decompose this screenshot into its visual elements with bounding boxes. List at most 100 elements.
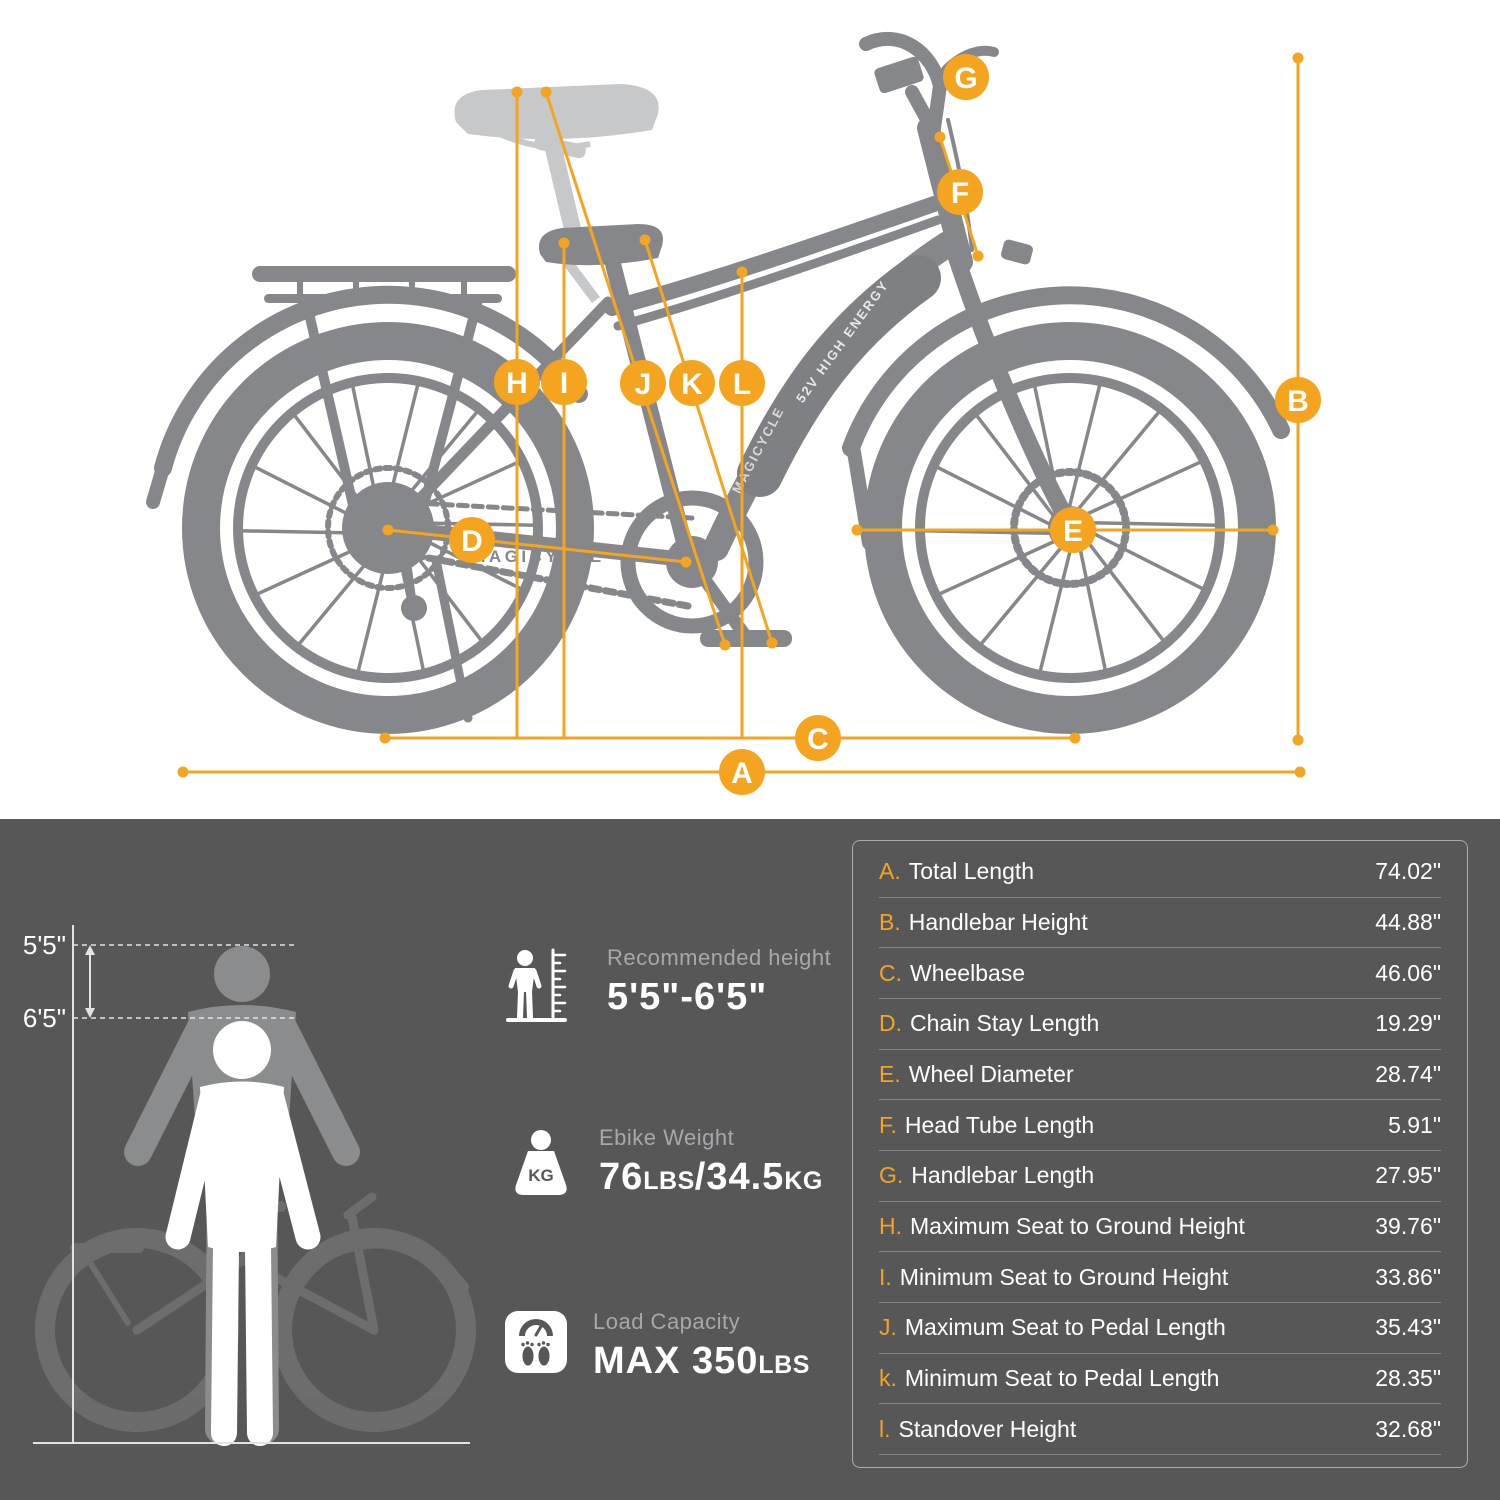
spec-row-b: B. Handlebar Height 44.88": [879, 898, 1441, 949]
spec-row-c: C. Wheelbase 46.06": [879, 948, 1441, 1000]
spec-row-label: Head Tube Length: [904, 1111, 1095, 1138]
spec-row-letter: I.: [879, 1263, 892, 1290]
rider-height-figure: 5'5" 6'5": [23, 925, 476, 1446]
stat-weight-value: 76LBS/34.5KG: [599, 1156, 823, 1198]
spec-row-label: Wheelbase: [910, 959, 1026, 986]
spec-row-label: Minimum Seat to Pedal Length: [904, 1365, 1220, 1392]
dimension-letter-a: A: [731, 757, 753, 790]
stat-recommended-height: Recommended height 5'5"-6'5": [505, 945, 831, 1027]
spec-row-letter: J.: [879, 1314, 897, 1341]
spec-row-f: F. Head Tube Length 5.91": [879, 1100, 1441, 1152]
stat-load-label: Load Capacity: [593, 1309, 741, 1334]
spec-row-letter: k.: [879, 1365, 897, 1392]
dimension-marker-layer: A B C D E F G H I J K L: [177, 52, 1321, 795]
height-label-top: 5'5": [23, 930, 66, 960]
spec-row-value: 28.74": [1375, 1061, 1441, 1088]
dimension-badge-e: [1050, 507, 1096, 553]
height-ruler-icon: [506, 948, 567, 1022]
spec-row-value: 74.02": [1375, 858, 1441, 885]
spec-row-h: H. Maximum Seat to Ground Height 39.76": [879, 1202, 1441, 1253]
spec-row-i: I. Minimum Seat to Ground Height 33.86": [879, 1252, 1441, 1304]
dimension-letter-g: G: [954, 62, 977, 95]
bike-diagram-svg: MAGICYCLE 52V HIGH ENERGY MAGICYCLE ABCD…: [146, 32, 1321, 795]
dimension-marker-i: I: [541, 237, 587, 738]
dimension-marker-b: B: [1275, 52, 1321, 746]
dimension-badge-h: [494, 359, 540, 405]
spec-row-label: Handlebar Length: [911, 1162, 1095, 1189]
svg-text:KG: KG: [528, 1166, 554, 1185]
spec-row-label: Standover Height: [898, 1415, 1077, 1442]
spec-row-letter: C.: [879, 959, 902, 986]
spec-table: A. Total Length 74.02" B. Handlebar Height 44…: [852, 840, 1468, 1468]
dimension-marker-h: H: [494, 86, 540, 738]
dimension-badge-l: [719, 360, 765, 406]
frame-brand-text: MAGICYCLE: [471, 547, 605, 566]
spec-row-value: 33.86": [1375, 1263, 1441, 1290]
spec-row-letter: H.: [879, 1213, 902, 1240]
rear-rack: [252, 266, 516, 525]
dimension-letter-h: H: [506, 367, 528, 400]
dimension-badge-d: [449, 517, 495, 563]
specs-panel: 5'5" 6'5": [0, 819, 1500, 1500]
dimension-badge-c: [795, 715, 841, 761]
spec-row-value: 46.06": [1375, 959, 1441, 986]
dimension-badge-i: [541, 359, 587, 405]
height-guides: [33, 925, 470, 1444]
spec-row-value: 44.88": [1375, 909, 1441, 935]
spec-row-letter: F.: [879, 1111, 897, 1138]
dimension-letter-j: J: [635, 368, 652, 401]
saddle: [538, 224, 663, 307]
load-scale-icon: [505, 1311, 567, 1373]
spec-row-value: 39.76": [1375, 1213, 1441, 1240]
spec-row-letter: E.: [879, 1061, 901, 1088]
spec-row-value: 32.68": [1375, 1415, 1441, 1442]
front-fender: [842, 286, 1290, 457]
stat-load-capacity: Load Capacity MAX 350LBS: [503, 1309, 810, 1380]
rider-silhouette-short: [165, 1021, 321, 1446]
dimension-letter-c: C: [807, 723, 829, 756]
front-wheel-spokes: [920, 381, 1220, 675]
spec-row-letter: G.: [879, 1162, 904, 1189]
height-label-bottom: 6'5": [23, 1003, 66, 1033]
stat-load-value: MAX 350LBS: [593, 1340, 810, 1382]
spec-row-label: Total Length: [908, 858, 1035, 885]
dimension-marker-k: K: [639, 234, 778, 649]
spec-row-value: 19.29": [1375, 1010, 1441, 1037]
dimension-marker-d: D: [382, 517, 692, 568]
stat-weight-label: Ebike Weight: [599, 1125, 735, 1150]
dimension-marker-l: L: [719, 266, 765, 738]
spec-row-value: 5.91": [1388, 1111, 1441, 1138]
dimension-badge-k: [669, 360, 715, 406]
dimension-letter-b: B: [1287, 385, 1309, 418]
spec-row-l: l. Standover Height 32.68": [879, 1404, 1441, 1456]
dimension-badge-g: [943, 54, 989, 100]
dimension-letter-i: I: [560, 367, 568, 400]
dimension-letter-k: K: [681, 368, 703, 401]
ghost-saddle: [454, 84, 659, 303]
spec-row-label: Chain Stay Length: [910, 1010, 1100, 1037]
spec-row-j: J. Maximum Seat to Pedal Length 35.43": [879, 1303, 1441, 1354]
spec-row-k: k. Minimum Seat to Pedal Length 28.35": [879, 1354, 1441, 1405]
spec-row-letter: l.: [879, 1415, 891, 1442]
stat-height-value: 5'5"-6'5": [607, 976, 768, 1018]
dimension-letter-l: L: [733, 368, 751, 401]
dimension-marker-c: C: [379, 715, 1081, 761]
weight-kettlebell-icon: KG: [515, 1130, 567, 1195]
dimension-marker-g: G: [943, 54, 989, 100]
dimension-marker-f: F: [934, 131, 984, 262]
spec-row-g: G. Handlebar Length 27.95": [879, 1151, 1441, 1202]
stat-height-label: Recommended height: [607, 945, 832, 970]
spec-row-label: Minimum Seat to Ground Height: [899, 1263, 1229, 1290]
spec-row-value: 35.43": [1375, 1314, 1441, 1341]
spec-row-d: D. Chain Stay Length 19.29": [879, 999, 1441, 1050]
dimension-badge-f: [937, 169, 983, 215]
spec-row-label: Maximum Seat to Ground Height: [910, 1213, 1245, 1240]
stat-ebike-weight: KG Ebike Weight 76LBS/34.5KG: [505, 1125, 823, 1207]
dimension-letter-d: D: [461, 525, 483, 558]
spec-row-letter: B.: [879, 909, 901, 935]
dimension-marker-e: E: [851, 507, 1279, 553]
spec-row-label: Maximum Seat to Pedal Length: [904, 1314, 1226, 1341]
spec-row-value: 27.95": [1375, 1162, 1441, 1189]
